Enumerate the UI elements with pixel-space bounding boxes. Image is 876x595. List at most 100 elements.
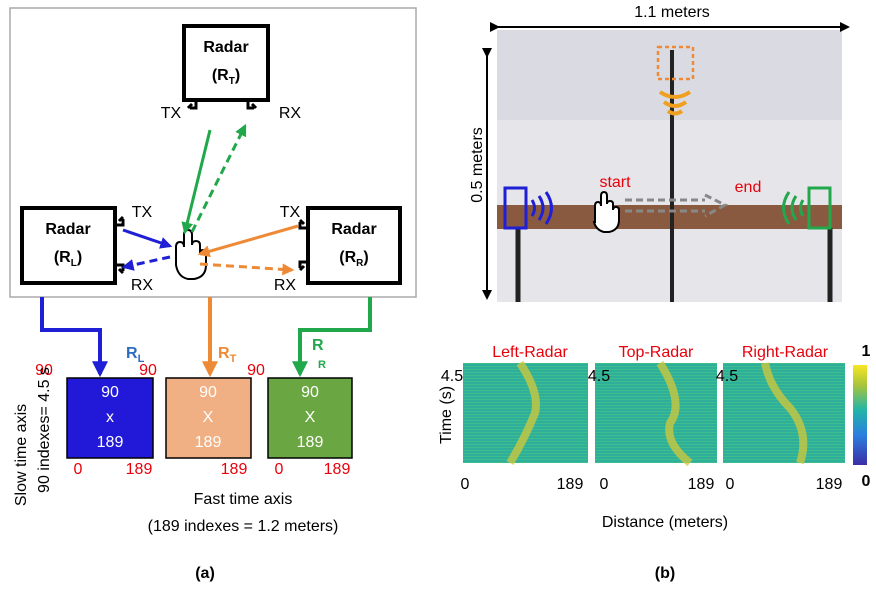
arrow xyxy=(121,255,171,271)
matrix-name: RL xyxy=(126,345,145,365)
name-sub: L xyxy=(138,353,145,365)
y-top-label: 4.5 xyxy=(588,368,610,385)
matrix-op: X xyxy=(305,409,316,426)
x-axis-note: (189 indexes = 1.2 meters) xyxy=(148,518,339,535)
radar-highlight xyxy=(503,186,528,230)
label: (R xyxy=(339,249,356,266)
heatmap-trace xyxy=(506,360,540,466)
x-end: 189 xyxy=(126,461,153,478)
x-start: 0 xyxy=(275,461,284,478)
label-sub: T xyxy=(229,76,235,87)
matrix-op: X xyxy=(203,409,214,426)
antenna xyxy=(115,215,125,275)
radar-box xyxy=(182,24,270,102)
colorbar-min: 0 xyxy=(862,473,871,490)
label: (R xyxy=(212,67,229,84)
motion-arrow xyxy=(625,193,729,218)
radar-box xyxy=(20,206,117,285)
label: ) xyxy=(77,249,82,266)
radar-highlight xyxy=(656,45,695,81)
label: (R xyxy=(54,249,71,266)
rx-label: RX xyxy=(131,277,154,294)
heatmap-trace xyxy=(656,360,693,467)
connector xyxy=(40,297,108,378)
x-end-label: 189 xyxy=(557,476,584,493)
radar-label: (RT) xyxy=(212,67,240,86)
y-top-label: 4.5 xyxy=(716,368,738,385)
start-label: start xyxy=(599,174,631,191)
radar-label: (RL) xyxy=(54,249,82,268)
x-axis-title: Fast time axis xyxy=(194,491,293,508)
panel-frame xyxy=(9,7,417,298)
matrix-rows: 90 xyxy=(101,384,119,401)
caption: (b) xyxy=(655,565,675,582)
antenna xyxy=(298,218,308,272)
radar-title: Radar xyxy=(203,39,248,56)
tx-label: TX xyxy=(161,105,182,122)
antenna xyxy=(186,100,258,110)
matrix-op: x xyxy=(106,409,114,426)
heatmap-title: Top-Radar xyxy=(619,344,694,361)
matrix-rows: 90 xyxy=(199,384,217,401)
name-sub: R xyxy=(318,359,326,371)
height-label: 0.5 meters xyxy=(469,127,486,203)
x-start-label: 0 xyxy=(600,476,609,493)
name: R xyxy=(218,345,230,362)
y-axis-title: Time (s) xyxy=(438,386,455,444)
caption: (a) xyxy=(195,565,215,582)
x-start-label: 0 xyxy=(461,476,470,493)
matrix-rows: 90 xyxy=(301,384,319,401)
heatmap-title: Right-Radar xyxy=(742,344,829,361)
arrow xyxy=(197,224,299,258)
y-axis-title: Slow time axis xyxy=(13,404,30,506)
label: ) xyxy=(235,67,240,84)
heatmap-trace xyxy=(761,362,808,465)
matrix-cols: 189 xyxy=(195,434,222,451)
rx-label: RX xyxy=(274,277,297,294)
arrow xyxy=(190,123,247,233)
name-sub: T xyxy=(230,353,237,365)
radar-highlight xyxy=(807,186,832,230)
hand-icon xyxy=(592,190,620,233)
width-label: 1.1 meters xyxy=(634,4,710,21)
name: R xyxy=(312,337,324,354)
label-sub: R xyxy=(356,258,364,269)
signal-waves xyxy=(658,90,692,116)
y-axis-note: 90 indexes= 4.5 s xyxy=(36,367,53,493)
signal-waves xyxy=(530,191,553,225)
signal-waves xyxy=(782,191,805,225)
colorbar xyxy=(853,365,867,465)
y-top-label: 4.5 xyxy=(441,368,463,385)
arrow xyxy=(122,228,173,249)
matrix-name: RT xyxy=(218,345,237,365)
tx-label: TX xyxy=(132,204,153,221)
rx-label: RX xyxy=(279,105,302,122)
x-end-label: 189 xyxy=(688,476,715,493)
end-label: end xyxy=(735,179,762,196)
radar-title: Radar xyxy=(45,221,90,238)
heatmap xyxy=(723,363,845,463)
matrix-cols: 189 xyxy=(97,434,124,451)
tx-label: TX xyxy=(280,204,301,221)
arrow xyxy=(199,262,295,276)
radar-label: (RR) xyxy=(339,249,368,268)
matrix xyxy=(66,377,154,459)
matrix xyxy=(267,377,353,459)
x-end: 189 xyxy=(324,461,351,478)
x-end: 189 xyxy=(221,461,248,478)
name: R xyxy=(126,345,138,362)
heatmap xyxy=(595,363,717,463)
radar-box xyxy=(306,206,402,285)
radar-title: Radar xyxy=(331,221,376,238)
arrow xyxy=(181,129,212,235)
row-label: 90 xyxy=(35,362,53,379)
row-label: 90 xyxy=(247,362,265,379)
x-start-label: 0 xyxy=(726,476,735,493)
x-axis-title: Distance (meters) xyxy=(602,514,728,531)
heatmap-title: Left-Radar xyxy=(492,344,568,361)
matrix xyxy=(165,377,252,459)
x-start: 0 xyxy=(74,461,83,478)
label: ) xyxy=(363,249,368,266)
